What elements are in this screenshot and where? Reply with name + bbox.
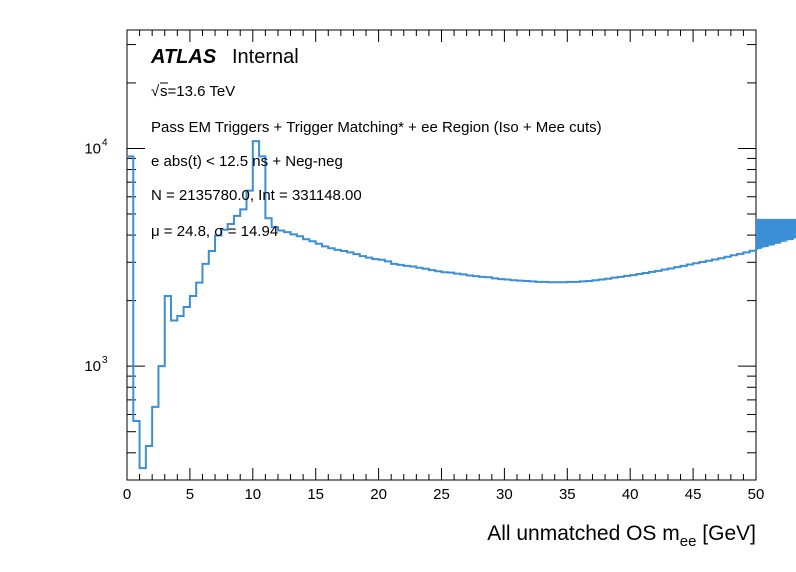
histogram-series-line	[127, 140, 796, 470]
timing-label: e abs(t) < 12.5 ns + Neg-neg	[151, 153, 343, 170]
x-tick-label: 15	[307, 486, 324, 503]
energy-label: s=13.6 TeV	[160, 83, 235, 100]
atlas-label: ATLAS	[150, 46, 217, 68]
x-tick-label: 35	[559, 486, 576, 503]
x-tick-label: 20	[370, 486, 387, 503]
x-tick-label: 10	[244, 486, 261, 503]
x-tick-label: 25	[433, 486, 450, 503]
y-axis-ticks	[127, 44, 756, 481]
x-tick-label: 0	[123, 486, 131, 503]
moments-label: μ = 24.8, σ = 14.94	[151, 223, 278, 240]
y-tick-label-exponent: 3	[102, 355, 108, 366]
x-tick-label: 45	[685, 486, 702, 503]
sqrt-symbol: √	[151, 83, 160, 100]
stats-label: N = 2135780.0, Int = 331148.00	[151, 187, 362, 204]
selection-label: Pass EM Triggers + Trigger Matching* + e…	[151, 119, 602, 136]
y-tick-label-exponent: 4	[102, 137, 108, 148]
x-axis-title: All unmatched OS mee [GeV]	[487, 522, 756, 550]
x-tick-label: 30	[496, 486, 513, 503]
x-tick-label: 40	[622, 486, 639, 503]
y-tick-label: 10	[84, 140, 101, 157]
x-axis-tick-labels: 0 5 10 15 20 25 30 35 40 45 50	[123, 486, 765, 503]
x-tick-label: 5	[186, 486, 194, 503]
x-axis-ticks	[126, 30, 757, 480]
x-tick-label: 50	[748, 486, 765, 503]
internal-label: Internal	[232, 46, 299, 68]
y-tick-label: 10	[84, 358, 101, 375]
